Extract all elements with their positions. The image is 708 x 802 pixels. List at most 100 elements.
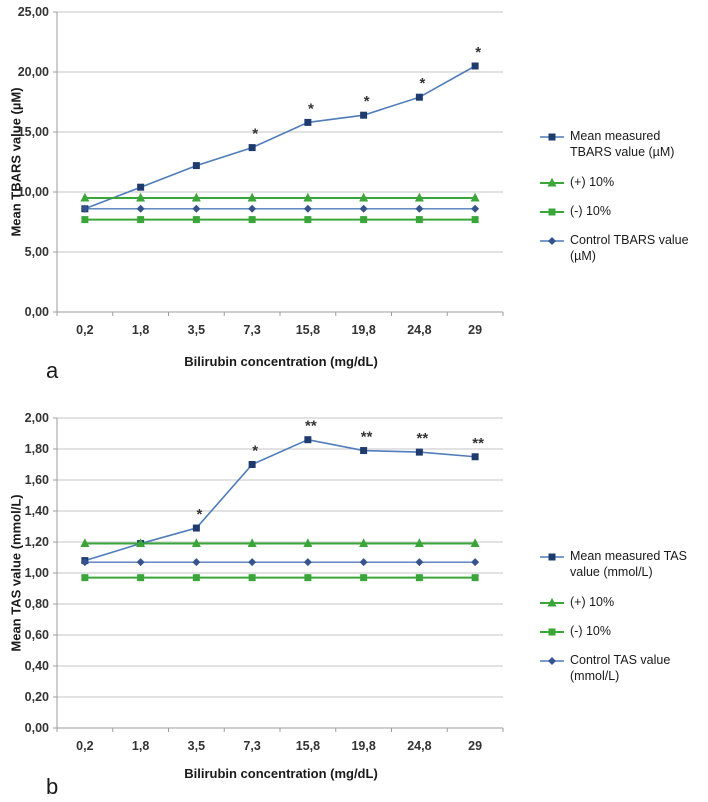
significance-asterisk: * [419,75,425,92]
data-point-marker [136,538,146,548]
legend-label: Control TBARS value (µM) [570,233,689,264]
data-point-marker [471,453,479,461]
y-tick-label: 1,40 [25,504,49,518]
data-point-marker [192,162,200,170]
data-point-marker [414,192,424,202]
data-point-marker [360,574,368,582]
data-point-marker [192,524,200,532]
y-tick-label: 1,60 [25,473,49,487]
chart-a: 0,00 5,00 10,00 15,00 20,00 25,00 0,2 1,8 3,5 7,3… [0,0,708,400]
x-tick-label: 0,2 [76,323,93,337]
data-point-marker [191,538,201,548]
data-point-marker [303,192,313,202]
data-point-marker [360,111,368,119]
data-point-marker [247,192,257,202]
data-point-marker [415,216,423,224]
legend-item: Mean measured TBARS value (µM) [540,128,700,161]
y-tick-label: 1,80 [25,442,49,456]
data-point-marker [304,216,312,224]
legend-item: Control TAS value (mmol/L) [540,652,700,685]
y-tick-label: 1,00 [25,566,49,580]
legend-marker-icon [540,657,564,665]
chart-b-x-axis-title: Bilirubin concentration (mg/dL) [184,766,378,781]
panel-label-b: b [46,774,59,799]
data-point-marker [136,204,145,213]
data-point-marker [248,144,256,152]
y-tick-label: 20,00 [18,65,49,79]
data-point-marker [137,216,145,224]
chart-b-legend: Mean measured TAS value (mmol/L) (+) 10% (… [540,548,700,698]
x-tick-label: 3,5 [188,739,205,753]
x-tick-label: 29 [468,323,482,337]
data-point-marker [471,574,479,582]
data-point-marker [359,558,368,567]
chart-a-x-axis-title: Bilirubin concentration (mg/dL) [184,354,378,369]
significance-asterisk: * [252,126,258,143]
y-tick-label: 15,00 [18,125,49,139]
legend-label: (-) 10% [570,623,611,638]
series-line [84,438,476,562]
chart-b-canvas: 0,000,200,400,600,801,001,201,401,601,80… [25,411,504,753]
data-point-marker [414,538,424,548]
data-point-marker [248,574,256,582]
significance-asterisk: * [308,100,314,117]
significance-asterisk: ** [305,418,317,435]
data-point-marker [415,574,423,582]
legend-marker-icon [540,597,564,606]
data-point-marker [81,216,89,224]
y-tick-label: 2,00 [25,411,49,425]
panel-label-a: a [46,358,59,383]
data-point-marker [359,192,369,202]
data-point-marker [136,558,145,567]
y-tick-label: 0,00 [25,721,49,735]
data-point-marker [548,657,556,665]
data-point-marker [304,574,312,582]
significance-asterisk: * [475,44,481,61]
data-point-marker [415,204,424,213]
data-point-marker [192,216,200,224]
x-tick-label: 0,2 [76,739,93,753]
x-tick-label: 3,5 [188,323,205,337]
data-point-marker [359,204,368,213]
data-point-marker [415,448,423,456]
data-point-marker [415,93,423,101]
data-point-marker [192,204,201,213]
legend-item: Mean measured TAS value (mmol/L) [540,548,700,581]
significance-asterisk: * [196,506,202,523]
data-point-marker [304,118,312,126]
data-point-marker [359,538,369,548]
significance-asterisk: ** [417,430,429,447]
legend-item: (-) 10% [540,623,700,639]
data-point-marker [248,216,256,224]
x-tick-label: 1,8 [132,739,149,753]
chart-a-legend: Mean measured TBARS value (µM) (+) 10% (-)… [540,128,700,278]
x-tick-label: 24,8 [407,323,431,337]
chart-a-canvas: 0,00 5,00 10,00 15,00 20,00 25,00 0,2 1,8 3,5 7,3… [18,5,504,337]
y-tick-label: 10,00 [18,185,49,199]
legend-marker-icon [540,133,564,141]
data-point-marker [471,216,479,224]
legend-item: (+) 10% [540,594,700,610]
significance-asterisk: ** [472,435,484,452]
legend-label: Control TAS value (mmol/L) [570,653,671,684]
legend-marker-icon [540,237,564,245]
data-point-marker [248,461,256,468]
x-tick-label: 29 [468,739,482,753]
significance-asterisk: * [364,93,370,110]
data-point-marker [303,204,312,213]
y-tick-label: 25,00 [18,5,49,19]
x-tick-label: 15,8 [296,323,320,337]
y-tick-label: 0,60 [25,628,49,642]
data-point-marker [548,553,556,561]
y-tick-label: 0,20 [25,690,49,704]
y-tick-label: 5,00 [25,245,49,259]
data-point-marker [548,208,556,216]
data-point-marker [80,204,89,213]
data-point-marker [470,538,480,548]
legend-marker-icon [540,628,564,636]
data-point-marker [80,192,90,202]
data-point-marker [303,538,313,548]
data-point-marker [80,538,90,548]
x-tick-label: 19,8 [351,323,375,337]
